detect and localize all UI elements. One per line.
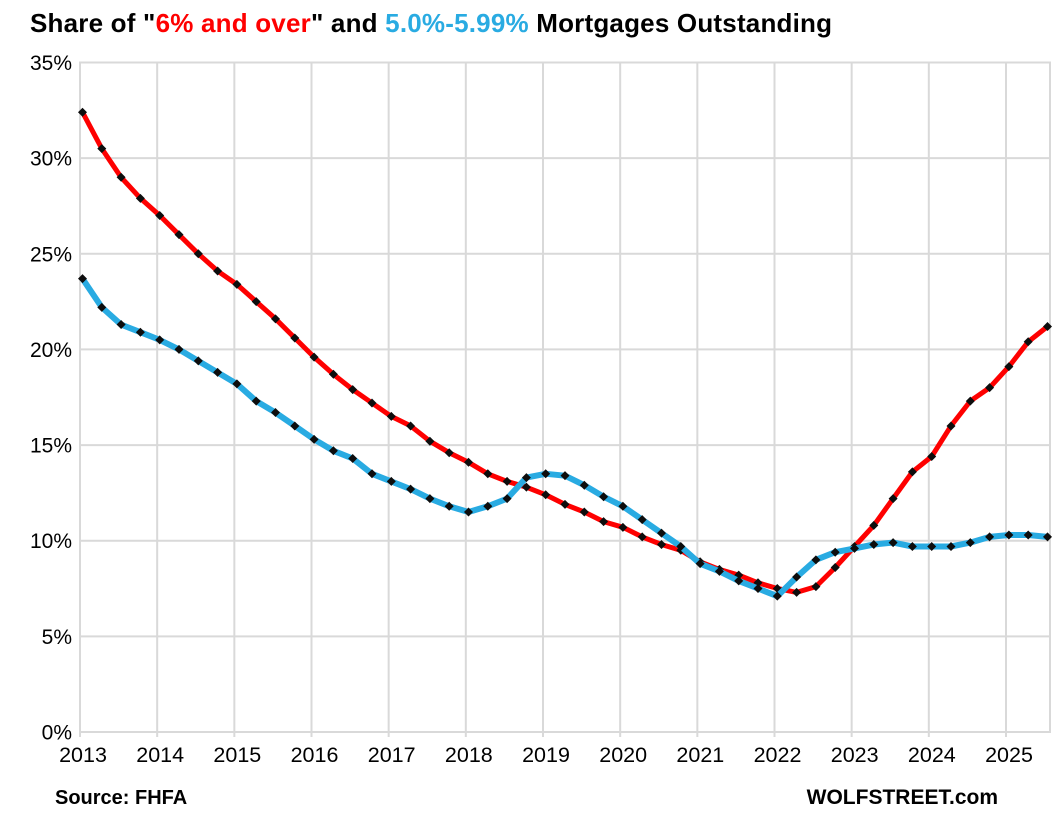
y-tick-label-5%: 5% bbox=[42, 626, 72, 649]
x-tick-label-2024: 2024 bbox=[908, 743, 956, 767]
x-tick-label-2021: 2021 bbox=[676, 743, 724, 767]
branding-text: WOLFSTREET.com bbox=[806, 786, 998, 809]
x-tick-label-2022: 2022 bbox=[754, 743, 802, 767]
title-suffix: Mortgages Outstanding bbox=[528, 8, 833, 38]
y-tick-label-35%: 35% bbox=[30, 52, 72, 75]
title-prefix: Share of " bbox=[30, 8, 156, 38]
series-line-blue bbox=[79, 275, 1051, 600]
plot-border bbox=[79, 61, 1051, 733]
x-tick-label-2018: 2018 bbox=[445, 743, 493, 767]
title-mid: " and bbox=[310, 8, 386, 38]
x-tick-label-2023: 2023 bbox=[831, 743, 879, 767]
y-tick-label-30%: 30% bbox=[30, 148, 72, 171]
chart-title: Share of "6% and over" and 5.0%-5.99% Mo… bbox=[30, 8, 832, 39]
series-line-red bbox=[80, 109, 1050, 595]
title-blue-series-label: 5.0%-5.99% bbox=[385, 8, 529, 38]
x-tick-label-2014: 2014 bbox=[136, 743, 184, 767]
x-tick-label-2025: 2025 bbox=[985, 743, 1033, 767]
series-markers-blue bbox=[78, 274, 1052, 601]
source-note: Source: FHFA bbox=[55, 787, 188, 809]
y-tick-label-15%: 15% bbox=[30, 435, 72, 458]
x-tick-label-2015: 2015 bbox=[213, 743, 261, 767]
y-tick-label-20%: 20% bbox=[30, 339, 72, 362]
x-tick-label-2019: 2019 bbox=[522, 743, 570, 767]
series-markers-red bbox=[78, 107, 1052, 597]
x-tick-label-2016: 2016 bbox=[291, 743, 339, 767]
title-red-series-label: 6% and over bbox=[155, 8, 311, 38]
y-tick-label-10%: 10% bbox=[30, 530, 72, 553]
x-tick-label-2017: 2017 bbox=[368, 743, 416, 767]
x-tick-label-2020: 2020 bbox=[599, 743, 647, 767]
y-tick-label-0%: 0% bbox=[42, 722, 72, 745]
y-tick-label-25%: 25% bbox=[30, 243, 72, 266]
x-tick-label-2013: 2013 bbox=[59, 743, 107, 767]
